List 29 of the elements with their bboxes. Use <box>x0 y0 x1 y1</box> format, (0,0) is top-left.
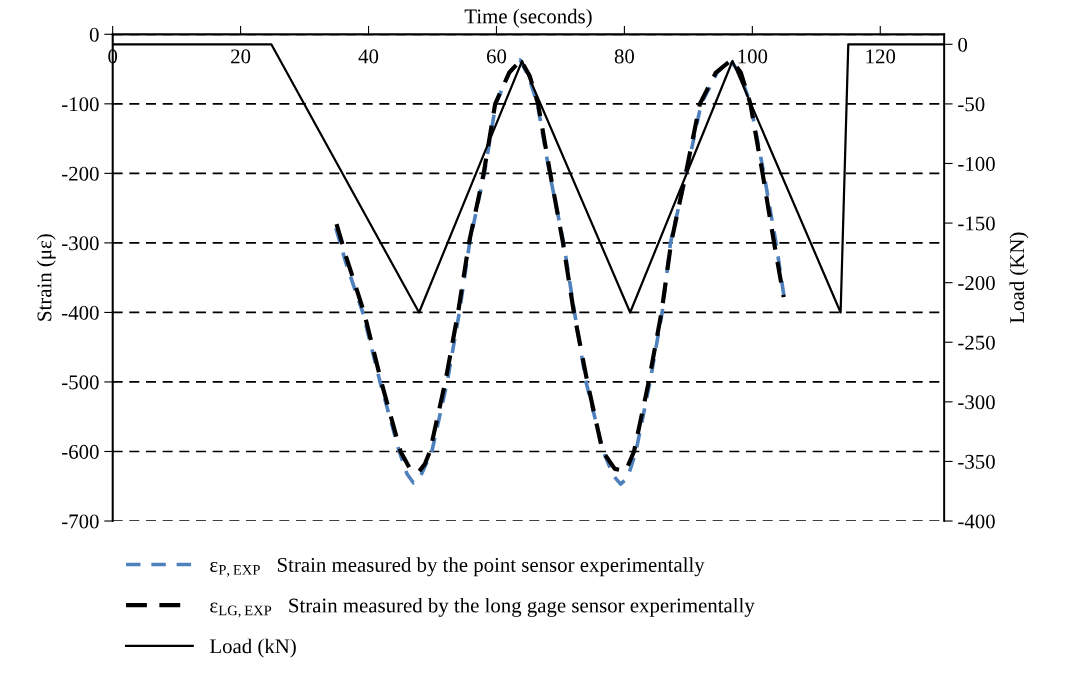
y-tick-label: -500 <box>62 375 99 390</box>
y2-axis-title: Load (KN) <box>1009 232 1029 324</box>
x-tick-label: 40 <box>358 49 379 64</box>
x-tick-label: 60 <box>486 49 507 64</box>
y-tick-label: -400 <box>62 305 99 320</box>
x-axis-title: Time (seconds) <box>464 8 592 28</box>
x-tick-label: 100 <box>738 49 768 64</box>
y2-tick-label: -400 <box>958 514 995 529</box>
y-tick-label: -200 <box>62 166 99 181</box>
y-tick-label: -300 <box>62 236 99 251</box>
y2-tick-label: -300 <box>958 395 995 410</box>
text: ε$_{LG,EXP}$ Strain measured by the long gage sensor experimentally <box>210 597 755 618</box>
x-tick-label: 80 <box>614 49 635 64</box>
y2-tick-label: -200 <box>958 276 995 291</box>
y-tick-label: 0 <box>89 27 99 42</box>
y2-tick-label: 0 <box>958 37 968 52</box>
legend-label: Load (kN) <box>209 638 296 658</box>
y2-tick-label: -100 <box>958 156 995 171</box>
y-axis-title: Strain (με) <box>36 234 56 321</box>
y2-tick-label: -350 <box>958 454 995 469</box>
y2-tick-label: -150 <box>958 216 995 231</box>
y-tick-label: -600 <box>62 444 99 459</box>
y2-tick-label: -250 <box>958 335 995 350</box>
x-tick-label: 20 <box>231 49 251 64</box>
y-tick-label: -100 <box>62 97 99 112</box>
y2-tick-label: -50 <box>958 97 985 112</box>
text: ε$_{P,EXP}$ Strain measured by the point sensor experimentally <box>210 557 705 577</box>
x-tick-label: 120 <box>866 49 896 64</box>
y-tick-label: -700 <box>62 514 99 529</box>
